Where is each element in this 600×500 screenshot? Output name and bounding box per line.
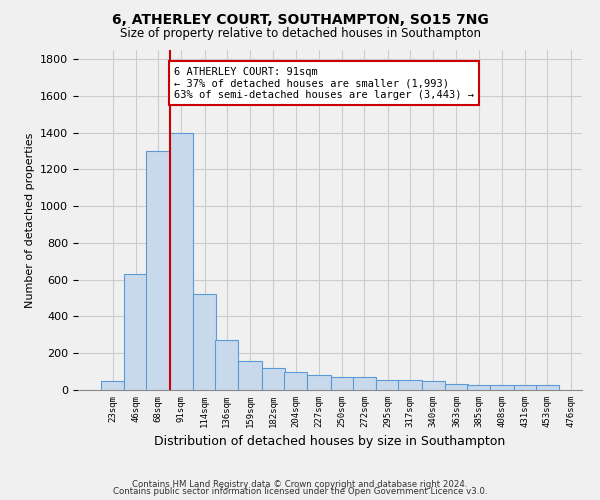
Bar: [353, 377, 376, 390]
Bar: [124, 274, 148, 390]
Bar: [398, 380, 422, 390]
Bar: [101, 381, 124, 390]
Bar: [331, 377, 354, 390]
Y-axis label: Number of detached properties: Number of detached properties: [25, 132, 35, 308]
Bar: [307, 376, 331, 390]
Bar: [445, 384, 468, 390]
Bar: [514, 386, 537, 390]
Bar: [467, 386, 490, 390]
Text: 6, ATHERLEY COURT, SOUTHAMPTON, SO15 7NG: 6, ATHERLEY COURT, SOUTHAMPTON, SO15 7NG: [112, 12, 488, 26]
Bar: [193, 294, 216, 390]
Text: Size of property relative to detached houses in Southampton: Size of property relative to detached ho…: [119, 28, 481, 40]
Bar: [215, 340, 238, 390]
Bar: [284, 372, 307, 390]
Text: Contains HM Land Registry data © Crown copyright and database right 2024.: Contains HM Land Registry data © Crown c…: [132, 480, 468, 489]
Bar: [146, 151, 170, 390]
Bar: [238, 360, 262, 390]
Text: Contains public sector information licensed under the Open Government Licence v3: Contains public sector information licen…: [113, 487, 487, 496]
Bar: [490, 386, 514, 390]
Bar: [170, 132, 193, 390]
Bar: [536, 386, 559, 390]
Bar: [262, 368, 285, 390]
Bar: [422, 381, 445, 390]
Text: 6 ATHERLEY COURT: 91sqm
← 37% of detached houses are smaller (1,993)
63% of semi: 6 ATHERLEY COURT: 91sqm ← 37% of detache…: [174, 66, 474, 100]
X-axis label: Distribution of detached houses by size in Southampton: Distribution of detached houses by size …: [154, 436, 506, 448]
Bar: [376, 380, 399, 390]
